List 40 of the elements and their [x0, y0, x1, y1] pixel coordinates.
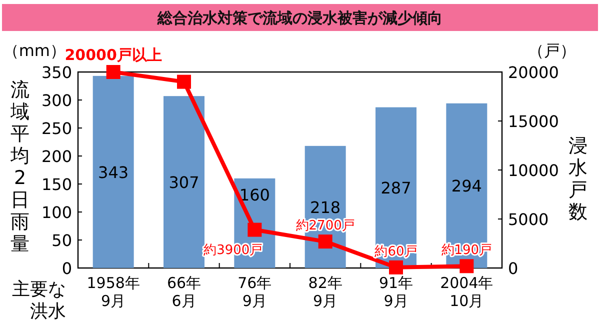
point: [460, 259, 474, 274]
y2-tick-label: 15000: [508, 112, 559, 131]
point: [106, 65, 120, 79]
text: （戸）: [528, 41, 576, 60]
y2-axis-title: 浸水戸数: [568, 135, 588, 223]
x-tick-label: 91年 9月: [378, 274, 414, 310]
y2-tick-label: 0: [508, 259, 518, 278]
text: 主要な洪水: [12, 279, 66, 322]
y-tick-label: 300: [41, 91, 72, 110]
text: （mm）: [2, 41, 66, 60]
data-label: 287: [380, 178, 412, 198]
x-tick-label: 66年 6月: [166, 274, 202, 310]
y-tick-label: 150: [41, 175, 72, 194]
data-label: 307: [168, 173, 200, 192]
point: [177, 74, 191, 89]
y-tick-label: 250: [41, 119, 72, 138]
x-tick-label: 82年 9月: [308, 274, 342, 310]
x-tick-label: 2004年 10月: [440, 274, 494, 310]
data-label: 343: [98, 162, 129, 182]
point: [389, 260, 403, 274]
y-tick-label: 0: [62, 259, 72, 278]
y2-tick-label: 20000: [508, 63, 559, 82]
bar: [164, 96, 204, 268]
chart-title: 総合治水対策で流域の浸水被害が減少傾向: [156, 9, 442, 27]
y2-tick-label: 5000: [508, 210, 549, 229]
x-tick-label: 1958年 9月: [86, 274, 140, 310]
point: [248, 222, 262, 237]
bar: [92, 76, 134, 268]
y-axis-title: 流域平均2日雨量: [10, 79, 30, 255]
point: [318, 234, 332, 249]
y-tick-label: 100: [41, 203, 72, 222]
y-tick-label: 350: [41, 63, 72, 82]
data-label: 20000戸以上: [64, 46, 162, 64]
y2-tick-label: 10000: [508, 161, 559, 180]
y-tick-label: 50: [52, 231, 72, 250]
data-label: 218: [310, 198, 341, 217]
x-tick-label: 76年 9月: [238, 274, 272, 310]
y-tick-label: 200: [41, 147, 72, 166]
data-label: 160: [239, 185, 270, 204]
data-label: 294: [451, 176, 482, 196]
